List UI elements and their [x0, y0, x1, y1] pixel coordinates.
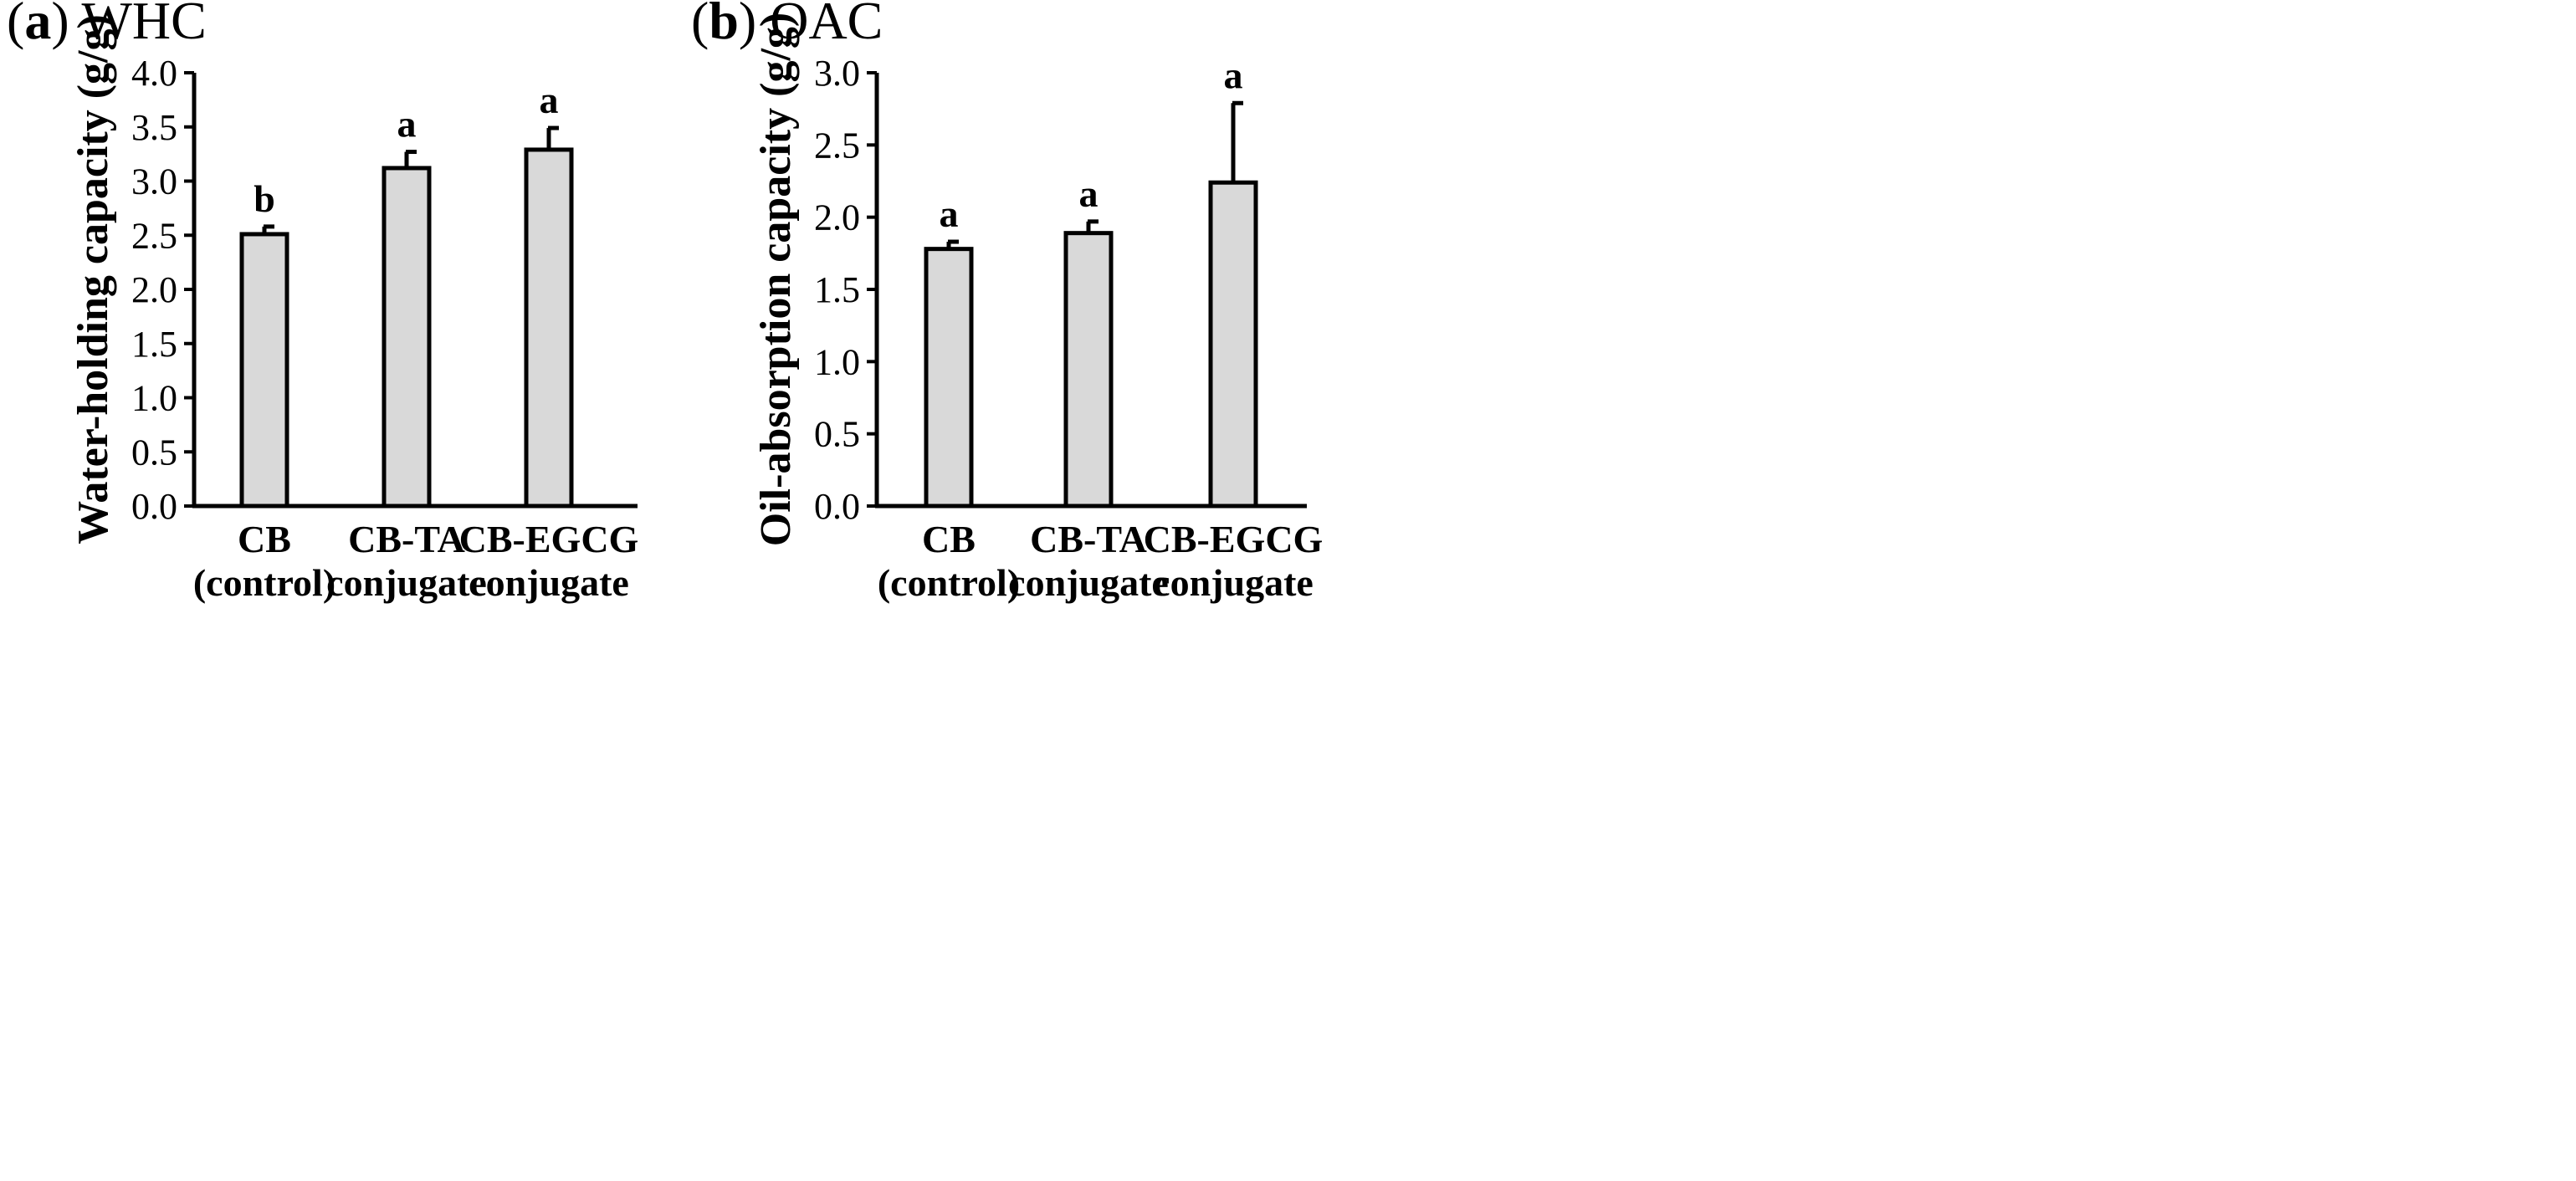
panel-letter: b	[709, 0, 739, 50]
y-tick-label: 3.0	[131, 161, 177, 202]
y-tick-label: 2.5	[131, 215, 177, 256]
category-label-line2: conjugate	[326, 561, 487, 604]
significance-letter: b	[254, 177, 275, 220]
bar-cb-ta	[382, 166, 432, 509]
panel-paren-open: (	[7, 0, 24, 50]
significance-letter: a	[1224, 54, 1243, 96]
panel-title: (b) OAC	[691, 0, 883, 50]
category-label-line2: conjugate	[1008, 561, 1169, 604]
panel-paren-close: )	[51, 0, 81, 50]
category-label-line2: (control)	[193, 561, 335, 604]
y-tick-label: 0.5	[814, 414, 860, 455]
panel-paren-close: )	[739, 0, 770, 50]
category-label-line2: (control)	[878, 561, 1020, 604]
y-axis-title: Oil-absorption capacity (g/g)	[752, 13, 800, 546]
significance-letter: a	[540, 79, 559, 121]
y-tick-label: 2.0	[814, 197, 860, 238]
category-label-line1: CB-EGCG	[459, 518, 639, 560]
y-tick-label: 0.5	[131, 432, 177, 473]
y-tick-label: 0.0	[814, 486, 860, 527]
y-tick-label: 2.5	[814, 125, 860, 166]
panel-name: WHC	[81, 0, 206, 50]
y-tick-label: 1.0	[131, 378, 177, 419]
bar-cb	[239, 232, 289, 509]
category-label-line1: CB-TA	[1030, 518, 1147, 560]
bar-cb-ta	[1063, 231, 1114, 509]
y-tick-label: 0.0	[131, 486, 177, 527]
y-tick-label: 1.0	[814, 341, 860, 382]
bar-cb-egcg	[524, 147, 574, 509]
category-label-line1: CB	[922, 518, 976, 560]
significance-letter: a	[940, 192, 959, 235]
panel-letter: a	[24, 0, 51, 50]
significance-letter: a	[397, 103, 417, 146]
y-tick-label: 4.0	[131, 53, 177, 94]
panel-paren-open: (	[691, 0, 709, 50]
category-label-line2: conjugate	[469, 561, 629, 604]
panel-name: OAC	[770, 0, 883, 50]
y-tick-label: 1.5	[814, 269, 860, 310]
chart-panel-b: (b) OAC 0.0 0.5 1.0 1.5 2.0 2.5 3.0 Oil-absorpti…	[691, 0, 1323, 604]
bar-cb-egcg	[1208, 180, 1258, 509]
y-tick-label: 3.0	[814, 53, 860, 94]
chart-panel-a: (a) WHC0.00.51.01.52.02.53.03.54.0Water-…	[7, 0, 638, 604]
category-label-line1: CB	[238, 518, 291, 560]
bar-cb	[924, 247, 974, 509]
significance-letter: a	[1079, 172, 1099, 215]
y-tick-label: 2.0	[131, 269, 177, 310]
category-label-line2: conjugate	[1153, 561, 1314, 604]
y-tick-label: 1.5	[131, 324, 177, 365]
panel-title: (a) WHC	[7, 0, 207, 50]
category-label-line1: CB-EGCG	[1144, 518, 1324, 560]
y-axis-title: Water-holding capacity (g/g)	[69, 14, 117, 544]
y-tick-label: 3.5	[131, 107, 177, 148]
category-label-line1: CB-TA	[348, 518, 465, 560]
